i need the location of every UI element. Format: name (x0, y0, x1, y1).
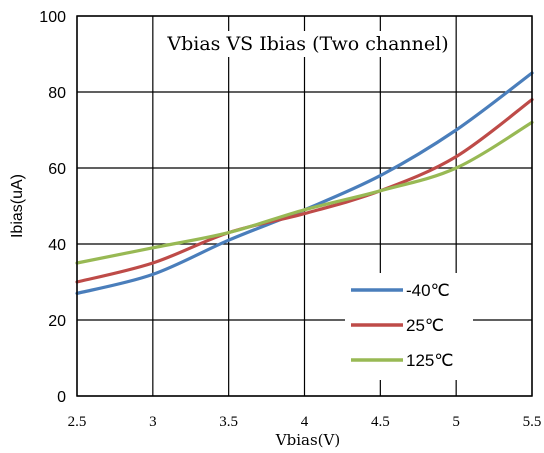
y-tick-label: 60 (48, 161, 66, 178)
y-tick-label: 40 (48, 237, 66, 254)
x-tick-label: 4 (301, 414, 309, 430)
y-tick-label: 100 (39, 9, 66, 26)
x-axis-label: Vbias(V) (275, 431, 340, 449)
y-axis-ticks: 0 20 40 60 80 100 (39, 9, 66, 406)
series-line (75, 120, 534, 265)
legend: -40℃ 25℃ 125℃ (345, 273, 473, 380)
y-tick-label: 80 (48, 85, 66, 102)
y-axis-label: Ibias(uA) (9, 174, 26, 238)
legend-label: 125℃ (406, 351, 453, 370)
series-lines (75, 71, 534, 295)
y-tick-label: 20 (48, 313, 66, 330)
x-tick-label: 5.5 (523, 414, 542, 430)
x-axis-ticks: 2.5 3 3.5 4 4.5 5 5.5 (68, 414, 542, 430)
y-tick-label: 0 (57, 389, 66, 406)
x-tick-label: 2.5 (68, 414, 87, 430)
series-line (75, 98, 534, 284)
legend-label: 25℃ (406, 316, 444, 335)
x-tick-label: 3 (149, 414, 157, 430)
plot-frame (76, 15, 533, 397)
x-tick-label: 4.5 (371, 414, 390, 430)
x-tick-label: 3.5 (219, 414, 238, 430)
title-background (160, 31, 455, 57)
chart-title: Vbias VS Ibias (Two channel) (166, 33, 448, 55)
legend-label: -40℃ (406, 281, 450, 300)
x-tick-label: 5 (452, 414, 460, 430)
